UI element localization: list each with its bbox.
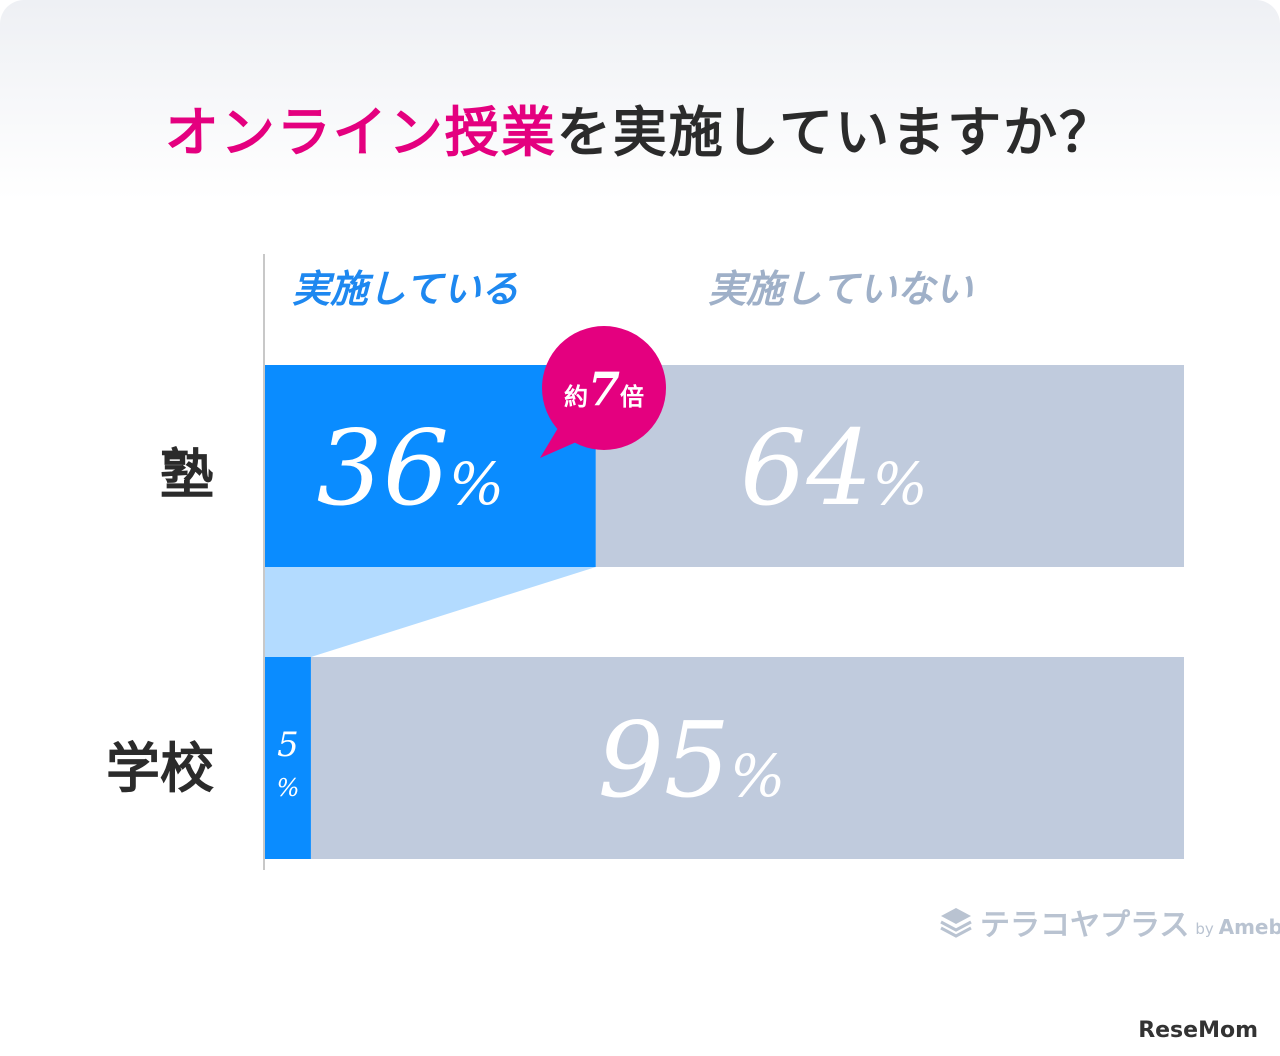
logo-name: テラコヤプラス [980,908,1190,943]
source-credit: ReseMom [1138,1018,1258,1043]
bar-no-1 [310,657,1184,859]
bar-yes-1 [265,657,311,859]
ratio-callout-bubble [540,326,666,458]
legend-yes: 実施している [292,267,519,311]
value-label-no-1: 95% [598,699,785,821]
logo-byline: by Ameba [1195,915,1280,939]
category-label-school: 学校 [106,737,214,800]
callout-prefix: 約 [563,383,588,411]
callout-suffix: 倍 [620,383,644,411]
value-label-no-0: 64% [740,407,927,529]
chart-title: オンライン授業を実施していますか？ [0,88,1280,167]
category-label-juku: 塾 [160,443,214,506]
bar-no-0 [595,365,1184,567]
terakoya-plus-logo: テラコヤプラス by Ameba [938,900,1280,944]
callout-number: 7 [587,362,620,416]
stacked-layers-icon [940,908,972,938]
ratio-callout-text: 約7倍 [538,362,670,416]
comparison-connector [265,567,596,657]
logo-brand: Ameba [1218,915,1280,939]
header-background [0,0,1280,200]
chart-axis-line [263,254,265,870]
logo-by: by [1195,920,1214,938]
value-label-yes-1: 5 [277,725,299,765]
chart-title-highlight: オンライン授業 [164,101,557,164]
chart-title-rest: を実施していますか？ [556,101,1116,164]
legend-no: 実施していない [708,267,973,311]
bar-yes-0 [265,365,596,567]
value-label-yes-0: 36% [317,407,504,529]
value-label-yes-unit-1: % [277,774,300,802]
